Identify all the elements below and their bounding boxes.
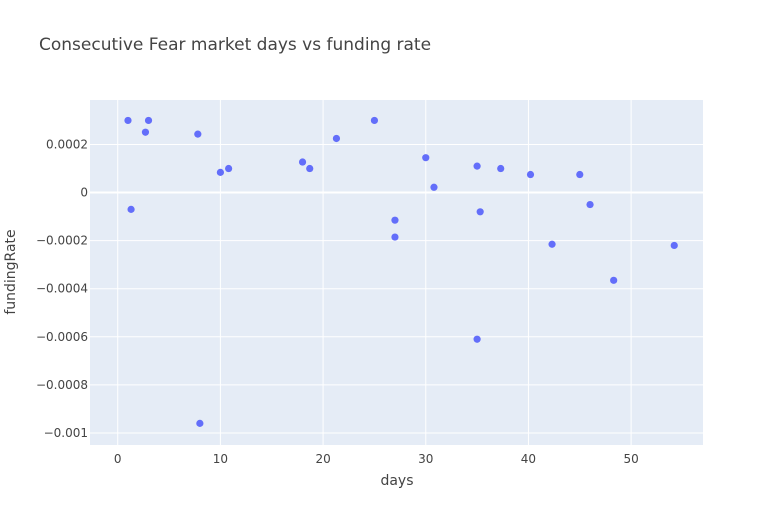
data-point — [422, 154, 430, 162]
x-tick-labels: 0 10 20 30 40 50 — [114, 452, 639, 466]
data-point — [124, 116, 132, 125]
data-point — [476, 208, 484, 216]
data-point — [225, 164, 233, 173]
y-tick-labels: −0.001 −0.0008 −0.0006 −0.0004 −0.0002 0 0.000… — [36, 137, 88, 440]
data-point — [298, 158, 307, 166]
data-point — [526, 170, 535, 179]
y-axis-title: fundingRate — [3, 229, 19, 314]
grid-lines — [90, 100, 703, 445]
data-point — [194, 130, 202, 138]
y-tick-label: −0.0002 — [36, 234, 88, 248]
data-point — [670, 241, 678, 250]
data-point — [430, 183, 438, 191]
data-point — [586, 200, 594, 209]
data-point — [196, 419, 204, 427]
x-tick-label: 0 — [114, 452, 122, 466]
data-point — [391, 216, 399, 224]
data-point — [473, 162, 481, 170]
y-tick-label: −0.0004 — [36, 282, 88, 296]
y-tick-label: 0.0002 — [46, 137, 88, 151]
data-point — [548, 240, 556, 248]
x-tick-label: 40 — [521, 452, 536, 466]
y-tick-label: 0 — [80, 186, 88, 200]
data-point — [144, 116, 153, 125]
x-tick-label: 20 — [315, 452, 330, 466]
data-point — [216, 168, 225, 176]
x-tick-label: 50 — [623, 452, 638, 466]
chart-title: Consecutive Fear market days vs funding … — [39, 35, 431, 55]
data-point — [141, 128, 150, 136]
x-axis-title: days — [380, 473, 413, 489]
data-point — [497, 164, 505, 173]
data-point — [473, 335, 481, 343]
data-points — [124, 116, 678, 427]
data-point — [391, 233, 399, 241]
data-point — [306, 164, 314, 173]
data-point — [370, 116, 379, 125]
data-point — [576, 170, 584, 179]
y-tick-label: −0.001 — [44, 426, 88, 440]
x-tick-label: 10 — [213, 452, 228, 466]
plot-background — [90, 100, 703, 445]
data-point — [610, 276, 618, 284]
x-tick-label: 30 — [418, 452, 433, 466]
data-point — [332, 134, 341, 143]
y-tick-label: −0.0008 — [36, 378, 88, 392]
data-point — [127, 205, 135, 213]
y-tick-label: −0.0006 — [36, 330, 88, 344]
